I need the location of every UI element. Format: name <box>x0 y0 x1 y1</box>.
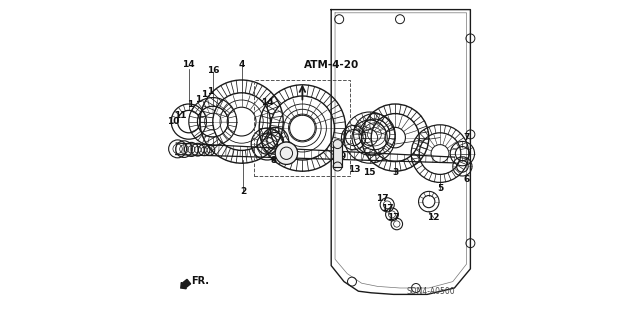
Circle shape <box>275 142 298 164</box>
Text: 16: 16 <box>207 66 219 75</box>
Text: 14: 14 <box>182 60 195 68</box>
Text: 2: 2 <box>240 188 246 196</box>
FancyArrow shape <box>181 279 191 289</box>
Text: 17: 17 <box>376 194 388 203</box>
Text: 17: 17 <box>387 213 400 222</box>
Text: SDN4-A0500: SDN4-A0500 <box>406 287 454 296</box>
Text: FR.: FR. <box>191 276 209 286</box>
Text: 8: 8 <box>271 156 276 164</box>
Text: 12: 12 <box>428 213 440 222</box>
Text: 14: 14 <box>261 98 273 107</box>
Text: 1: 1 <box>195 95 201 104</box>
Text: 4: 4 <box>239 60 244 68</box>
Text: 1: 1 <box>207 87 214 96</box>
Text: 17: 17 <box>381 204 394 212</box>
Text: 10: 10 <box>166 117 179 126</box>
Text: ATM-4-20: ATM-4-20 <box>304 60 359 70</box>
Text: 6: 6 <box>463 175 470 184</box>
Circle shape <box>333 140 342 148</box>
Text: 11: 11 <box>173 111 186 120</box>
Text: 3: 3 <box>392 168 398 177</box>
Text: 5: 5 <box>437 184 443 193</box>
Text: 9: 9 <box>339 152 346 161</box>
Text: 1: 1 <box>188 100 193 108</box>
Text: 7: 7 <box>463 133 470 142</box>
Text: 15: 15 <box>364 168 376 177</box>
Text: 13: 13 <box>348 165 361 174</box>
Text: 1: 1 <box>201 90 207 99</box>
Bar <box>333 144 342 166</box>
